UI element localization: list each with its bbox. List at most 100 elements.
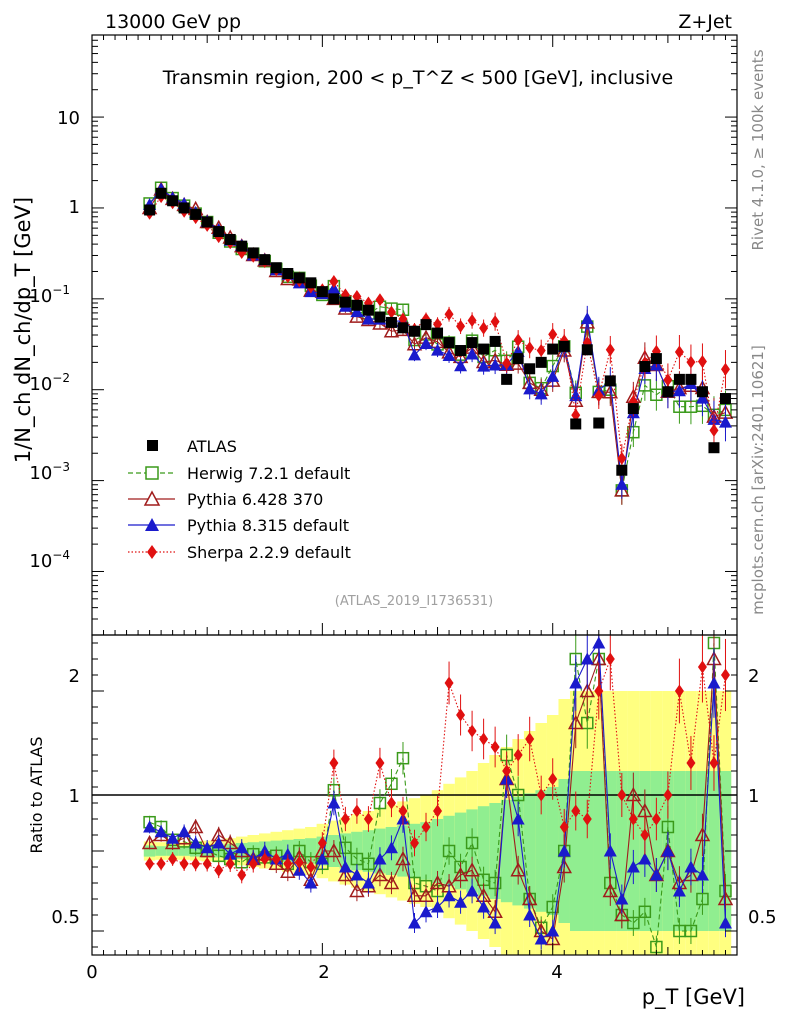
chart-title: Transmin region, 200 < p_T^Z < 500 [GeV]… — [162, 67, 673, 89]
main-point — [536, 344, 546, 358]
atlas-data-point — [581, 344, 593, 356]
ratio-band-inner — [500, 799, 513, 903]
ratio-band-inner — [477, 806, 490, 896]
ratio-point — [686, 756, 696, 770]
ratio-point — [456, 708, 466, 722]
atlas-data-point — [535, 356, 547, 368]
ratio-point — [143, 820, 157, 833]
y-tick-1: 1 — [69, 197, 80, 218]
rivet-version-label: Rivet 4.1.0, ≥ 100k events — [749, 49, 767, 250]
ratio-band-inner — [569, 771, 582, 931]
atlas-data-point — [351, 299, 363, 311]
ratio-point — [429, 874, 446, 890]
ratio-point — [523, 908, 537, 921]
ratio-band-inner — [143, 845, 156, 857]
ratio-point — [306, 860, 316, 874]
atlas-data-point — [673, 373, 685, 385]
main-point — [569, 389, 583, 402]
ratio-point — [419, 905, 433, 918]
main-point — [419, 337, 433, 350]
ratio-point — [145, 857, 155, 871]
mcplots-source-label: mcplots.cern.ch [arXiv:2401.10621] — [749, 345, 767, 615]
ratio-band-inner — [305, 838, 317, 864]
x-axis-label: p_T [GeV] — [642, 985, 745, 1010]
ratio-point — [200, 841, 214, 854]
atlas-data-point — [224, 233, 236, 245]
ratio-point — [628, 812, 638, 826]
ratio-point — [511, 812, 525, 825]
ratio-point — [640, 828, 650, 842]
ratio-band-inner — [650, 771, 663, 931]
legend: ATLAS Herwig 7.2.1 default Pythia 6.428 … — [128, 437, 351, 562]
ratio-band-inner — [616, 771, 628, 931]
ratio-band-inner — [535, 790, 547, 912]
ratio-point — [582, 812, 592, 826]
ratio-point — [385, 777, 398, 791]
ratio-point — [627, 916, 640, 930]
y-tick-1e-3: 10−3 — [29, 460, 70, 484]
y-tick-1e-4: 10−4 — [29, 548, 70, 572]
atlas-data-point — [201, 216, 213, 228]
main-point — [350, 305, 364, 318]
main-point — [408, 348, 421, 361]
main-point — [672, 384, 686, 397]
ratio-point — [383, 874, 400, 890]
ratio-point — [373, 852, 387, 865]
ratio-point — [202, 857, 212, 871]
ratio-point — [271, 852, 281, 866]
ratio-point — [603, 844, 617, 857]
ratio-point — [372, 866, 388, 882]
atlas-data-point — [282, 268, 294, 280]
ratio-tick-2-left: 2 — [69, 666, 80, 687]
atlas-data-point — [362, 304, 374, 316]
main-point — [442, 349, 456, 362]
ratio-point — [386, 796, 396, 810]
ratio-point — [718, 916, 732, 929]
ratio-point — [340, 812, 350, 826]
ratio-point — [166, 831, 180, 844]
ratio-point — [510, 862, 526, 877]
ratio-point — [444, 676, 454, 690]
ratio-point — [214, 863, 224, 877]
ratio-point — [212, 836, 226, 849]
ratio-band-inner — [454, 812, 467, 890]
ratio-point — [141, 834, 158, 850]
legend-marker-herwig — [145, 466, 159, 480]
ratio-point — [488, 876, 502, 890]
ratio-point — [605, 652, 615, 666]
ratio-point — [661, 820, 675, 834]
ratio-point — [465, 884, 479, 897]
ratio-point — [594, 684, 604, 698]
main-y-tick-labels: 10−4 10−3 10−2 10−1 1 10 — [29, 108, 80, 572]
atlas-data-point — [570, 418, 582, 430]
ratio-point — [349, 882, 365, 898]
ratio-band-inner — [708, 771, 720, 931]
axes-ticks — [91, 34, 738, 955]
ratio-point — [304, 876, 318, 889]
ratio-point — [488, 916, 502, 929]
ratio-point — [536, 788, 546, 802]
ratio-band-inner — [362, 830, 375, 872]
x-tick-2: 2 — [318, 962, 329, 983]
ratio-point — [556, 858, 572, 874]
ratio-point — [223, 847, 237, 860]
main-point — [605, 343, 615, 357]
ratio-point — [317, 836, 327, 850]
atlas-data-point — [328, 293, 340, 305]
ratio-y-tick-labels: 2 1 0.5 2 1 0.5 — [51, 666, 776, 928]
ratio-point — [433, 804, 443, 818]
ratio-point — [189, 836, 203, 849]
legend-marker-sherpa — [147, 545, 157, 559]
ratio-point — [709, 756, 719, 770]
ratio-point — [569, 676, 583, 689]
ratio-band-inner — [431, 819, 444, 883]
main-point — [386, 305, 396, 319]
atlas-data-point — [190, 208, 202, 220]
ratio-point — [626, 860, 640, 873]
ratio-band-inner — [546, 787, 559, 915]
atlas-data-point — [316, 286, 328, 298]
x-tick-4: 4 — [551, 962, 562, 983]
atlas-data-point — [374, 311, 386, 323]
ratio-tick-1-left: 1 — [69, 786, 80, 807]
ratio-point — [281, 847, 295, 860]
